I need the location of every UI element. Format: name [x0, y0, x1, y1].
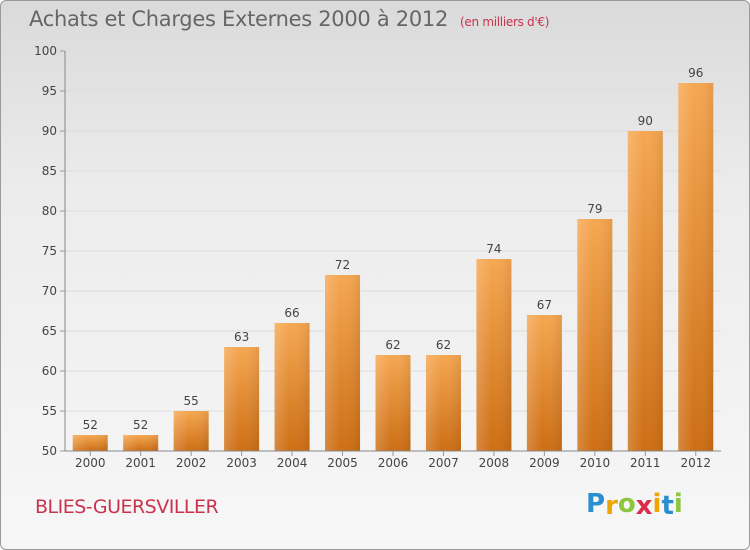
x-tick-label: 2003: [226, 456, 257, 470]
data-label-2007: 62: [436, 338, 451, 352]
bar-shade-2007: [425, 355, 461, 451]
bar-shade-2006: [375, 355, 411, 451]
y-tick-label: 55: [42, 404, 57, 418]
proxiti-logo[interactable]: Proxiti: [586, 489, 683, 521]
data-labels: 52 52 55 63 66 72 62 62 74 67 79 90 96: [83, 66, 704, 432]
y-tick-label: 65: [42, 324, 57, 338]
x-tick-label: 2004: [277, 456, 308, 470]
bar-shade-2001: [123, 435, 159, 451]
data-label-2009: 67: [537, 298, 552, 312]
bar-shade-2008: [476, 259, 512, 451]
data-label-2003: 63: [234, 330, 249, 344]
bar-shade-2002: [173, 411, 209, 451]
logo-letter: r: [605, 491, 618, 521]
x-tick-label: 2011: [630, 456, 661, 470]
chart-title: Achats et Charges Externes 2000 à 2012 (e…: [29, 7, 549, 31]
y-tick-label: 60: [42, 364, 57, 378]
chart-unit: (en milliers d'€): [460, 15, 550, 29]
y-tick-label: 100: [34, 44, 57, 58]
x-tick-label: 2007: [428, 456, 459, 470]
logo-letter: t: [661, 491, 674, 521]
data-label-2000: 52: [83, 418, 98, 432]
chart-title-text: Achats et Charges Externes 2000 à 2012: [29, 7, 449, 31]
y-tick-label: 90: [42, 124, 57, 138]
commune-name: BLIES-GUERSVILLER: [35, 496, 219, 518]
x-tick-label: 2008: [479, 456, 510, 470]
bar-shade-2003: [224, 347, 260, 451]
data-label-2001: 52: [133, 418, 148, 432]
bar-shade-2005: [325, 275, 361, 451]
logo-letter: i: [652, 489, 662, 519]
x-tick-label: 2005: [327, 456, 358, 470]
y-tick-label: 75: [42, 244, 57, 258]
x-tick-label: 2001: [125, 456, 156, 470]
logo-letter: P: [586, 489, 606, 519]
x-axis-ticks: 2000 2001 2002 2003 2004 2005 2006 2007 2008 2009…: [75, 451, 711, 470]
x-tick-label: 2000: [75, 456, 106, 470]
bar-shade-2000: [72, 435, 108, 451]
y-tick-label: 70: [42, 284, 57, 298]
x-tick-label: 2010: [580, 456, 611, 470]
data-label-2011: 90: [638, 114, 653, 128]
y-tick-label: 85: [42, 164, 57, 178]
data-label-2005: 72: [335, 258, 350, 272]
logo-letter: i: [673, 489, 683, 519]
data-label-2002: 55: [184, 394, 199, 408]
bar-shade-2010: [577, 219, 613, 451]
y-axis-ticks: 50 55 60 65 70 75 80 85 90 95 100: [34, 44, 65, 458]
x-tick-label: 2002: [176, 456, 207, 470]
data-label-2008: 74: [486, 242, 501, 256]
bar-shade-2012: [678, 83, 714, 451]
data-label-2004: 66: [284, 306, 299, 320]
x-tick-label: 2006: [378, 456, 409, 470]
x-tick-label: 2012: [680, 456, 711, 470]
data-label-2006: 62: [385, 338, 400, 352]
logo-letter: x: [635, 491, 653, 521]
y-tick-label: 80: [42, 204, 57, 218]
bar-shade-2009: [526, 315, 562, 451]
y-tick-label: 50: [42, 444, 57, 458]
y-tick-label: 95: [42, 84, 57, 98]
data-label-2010: 79: [587, 202, 602, 216]
bar-shade-2011: [627, 131, 663, 451]
x-tick-label: 2009: [529, 456, 560, 470]
logo-letter: o: [617, 489, 636, 519]
data-label-2012: 96: [688, 66, 703, 80]
bar-shade-2004: [274, 323, 310, 451]
bars: [72, 83, 714, 451]
